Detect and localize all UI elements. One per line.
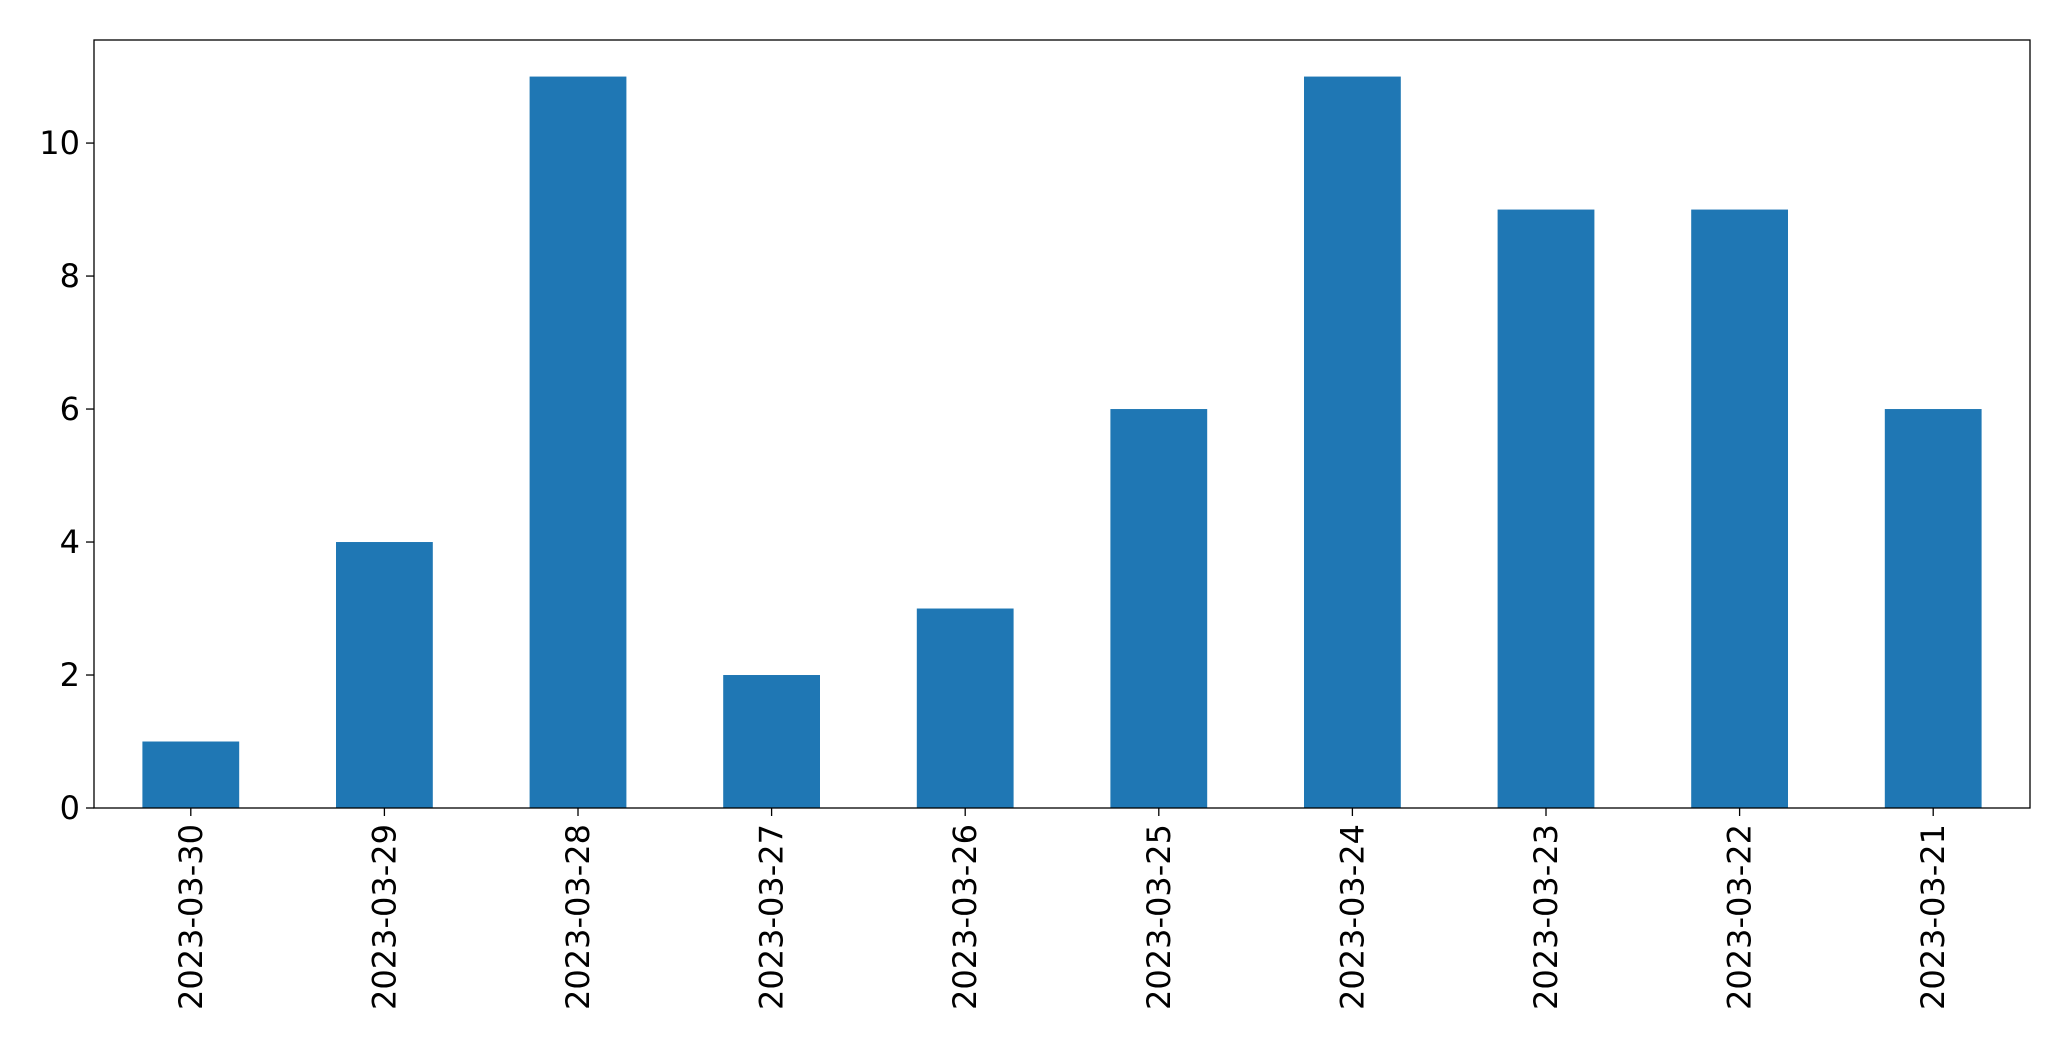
bar	[1110, 409, 1208, 808]
x-tick-label: 2023-03-24	[1333, 824, 1371, 1010]
bar	[916, 608, 1014, 808]
y-tick-label: 6	[60, 390, 80, 428]
x-tick-label: 2023-03-29	[365, 824, 403, 1010]
bar	[1691, 209, 1788, 808]
y-tick-label: 4	[60, 523, 80, 561]
x-tick-label: 2023-03-25	[1140, 824, 1178, 1010]
bar	[1884, 409, 1982, 808]
x-tick-label: 2023-03-21	[1914, 824, 1952, 1010]
x-tick-label: 2023-03-26	[946, 824, 984, 1010]
x-tick-label: 2023-03-30	[172, 824, 210, 1010]
y-tick-label: 10	[39, 124, 80, 162]
bar	[723, 675, 820, 808]
bar	[529, 76, 627, 809]
bar	[336, 542, 433, 808]
bar	[1304, 76, 1401, 809]
x-tick-label: 2023-03-23	[1527, 824, 1565, 1010]
x-tick-label: 2023-03-27	[753, 824, 791, 1010]
x-tick-label: 2023-03-22	[1721, 824, 1759, 1010]
bar	[142, 741, 240, 808]
y-tick-label: 0	[60, 789, 80, 827]
bar	[1497, 209, 1595, 808]
plot-frame	[93, 39, 2031, 809]
x-tick-label: 2023-03-28	[559, 824, 597, 1010]
y-tick-label: 2	[60, 656, 80, 694]
y-tick-label: 8	[60, 257, 80, 295]
